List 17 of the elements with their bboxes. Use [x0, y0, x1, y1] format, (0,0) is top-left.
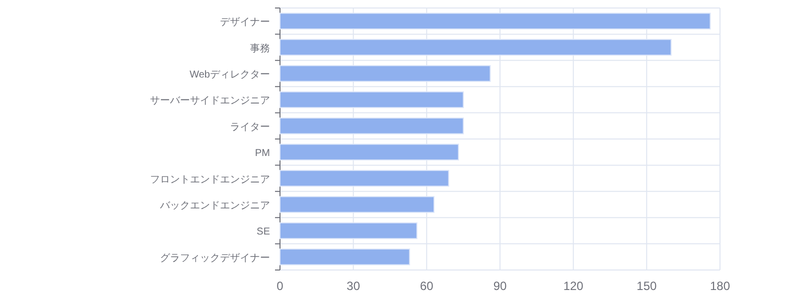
- y-tick-label: 事務: [250, 42, 270, 54]
- y-tick-label: Webディレクター: [190, 70, 270, 80]
- x-tick-label: 90: [493, 279, 507, 293]
- x-tick-label: 120: [563, 279, 584, 293]
- y-tick-label: SE: [256, 226, 270, 238]
- y-tick-label: サーバーサイドエンジニア: [150, 96, 270, 107]
- y-tick-label: PM: [255, 148, 270, 160]
- y-tick-label: バックエンドエンジニア: [159, 200, 270, 212]
- x-tick-label: 150: [636, 279, 657, 293]
- y-tick-label: デザイナー: [220, 17, 270, 28]
- x-tick-label: 30: [346, 279, 360, 293]
- x-tick-label: 180: [710, 279, 730, 293]
- x-tick-label: 60: [420, 279, 434, 293]
- x-tick-label: 0: [276, 279, 284, 293]
- y-tick-label: グラフィックデザイナー: [160, 252, 270, 264]
- y-tick-label: フロントエンドエンジニア: [150, 174, 270, 186]
- y-tick-label: ライター: [230, 122, 270, 133]
